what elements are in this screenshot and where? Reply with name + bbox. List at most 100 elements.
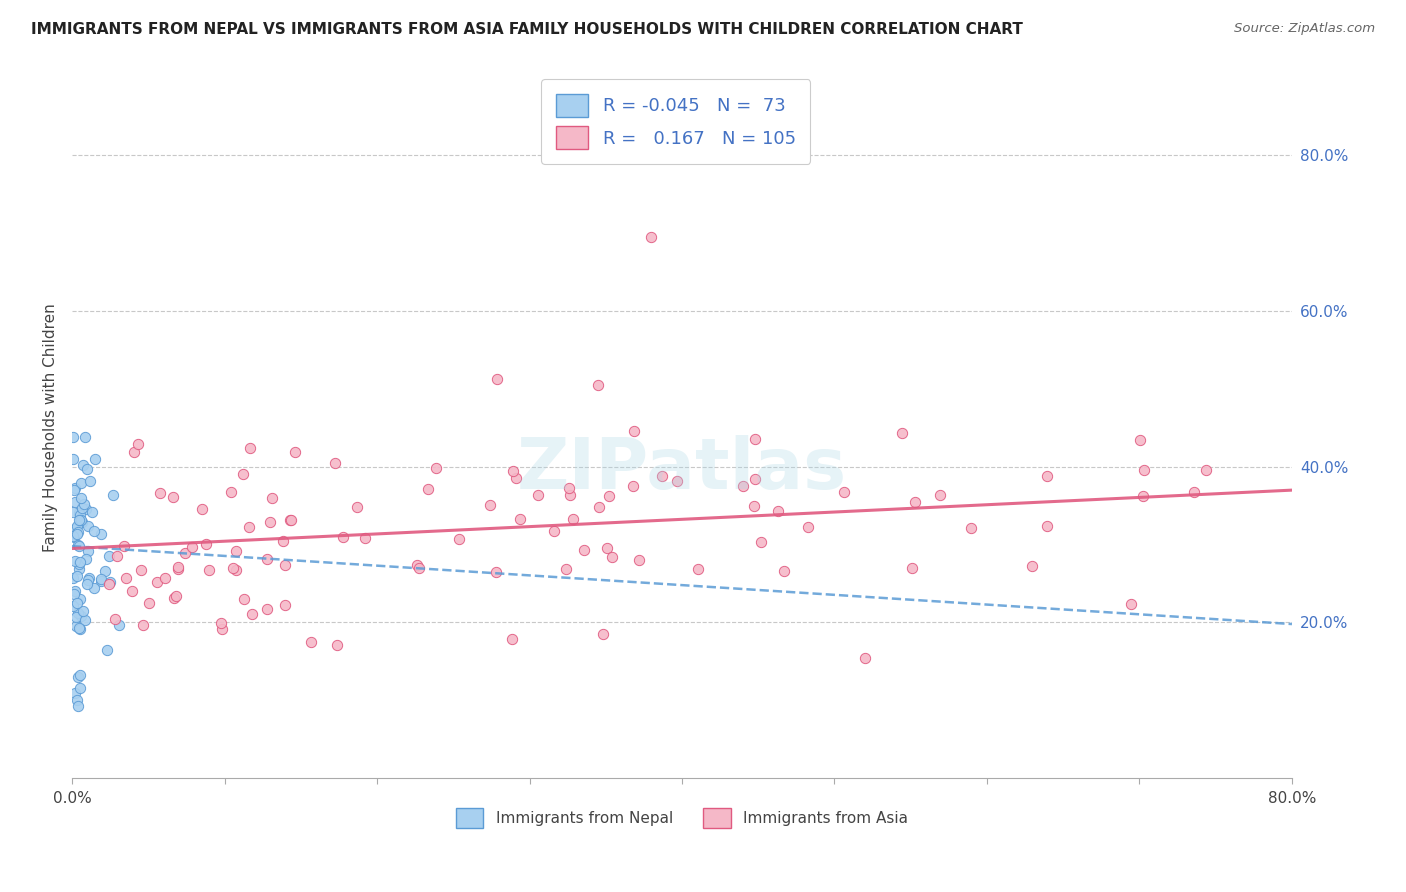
Point bbox=[67, 539, 90, 553]
Text: IMMIGRANTS FROM NEPAL VS IMMIGRANTS FROM ASIA FAMILY HOUSEHOLDS WITH CHILDREN CO: IMMIGRANTS FROM NEPAL VS IMMIGRANTS FROM… bbox=[31, 22, 1022, 37]
Point bbox=[592, 627, 614, 641]
Point bbox=[766, 504, 789, 518]
Point bbox=[191, 501, 214, 516]
Point bbox=[70, 476, 93, 491]
Point bbox=[127, 437, 149, 451]
Point bbox=[209, 615, 232, 630]
Point bbox=[72, 500, 94, 515]
Point bbox=[554, 562, 576, 576]
Point bbox=[122, 445, 145, 459]
Point bbox=[115, 571, 138, 585]
Point bbox=[67, 621, 90, 635]
Point bbox=[65, 519, 87, 533]
Point bbox=[90, 574, 112, 588]
Point bbox=[107, 618, 129, 632]
Point bbox=[79, 474, 101, 488]
Point bbox=[96, 643, 118, 657]
Point bbox=[167, 560, 190, 574]
Point bbox=[588, 500, 610, 514]
Point bbox=[65, 693, 87, 707]
Point bbox=[501, 632, 523, 647]
Point bbox=[65, 618, 87, 632]
Point bbox=[62, 571, 84, 585]
Point bbox=[225, 563, 247, 577]
Y-axis label: Family Households with Children: Family Households with Children bbox=[44, 303, 58, 552]
Point bbox=[121, 584, 143, 599]
Point bbox=[148, 485, 170, 500]
Point bbox=[239, 441, 262, 455]
Point bbox=[63, 685, 86, 699]
Point bbox=[572, 543, 595, 558]
Point bbox=[62, 451, 84, 466]
Point bbox=[596, 541, 619, 555]
Point bbox=[505, 471, 527, 485]
Point bbox=[665, 475, 688, 489]
Point bbox=[69, 555, 91, 569]
Point bbox=[1021, 559, 1043, 574]
Point bbox=[66, 568, 89, 582]
Point bbox=[72, 458, 94, 472]
Point bbox=[901, 561, 924, 575]
Point bbox=[221, 561, 243, 575]
Point bbox=[165, 590, 187, 604]
Point bbox=[162, 490, 184, 504]
Point bbox=[84, 452, 107, 467]
Point bbox=[105, 549, 128, 564]
Point bbox=[1119, 597, 1142, 611]
Point bbox=[686, 562, 709, 576]
Point bbox=[773, 564, 796, 578]
Point bbox=[346, 500, 368, 515]
Point bbox=[69, 668, 91, 682]
Point bbox=[240, 607, 263, 621]
Point bbox=[83, 524, 105, 539]
Point bbox=[586, 377, 609, 392]
Point bbox=[1194, 463, 1216, 477]
Point bbox=[67, 506, 90, 520]
Point bbox=[65, 596, 87, 610]
Point bbox=[600, 550, 623, 565]
Point bbox=[67, 557, 90, 571]
Point bbox=[65, 610, 87, 624]
Point bbox=[256, 602, 278, 616]
Point bbox=[744, 472, 766, 486]
Point bbox=[1035, 518, 1057, 533]
Point bbox=[749, 535, 772, 549]
Point bbox=[284, 444, 307, 458]
Point bbox=[1182, 484, 1205, 499]
Point bbox=[70, 491, 93, 505]
Point bbox=[65, 521, 87, 535]
Point bbox=[280, 513, 302, 527]
Point bbox=[853, 650, 876, 665]
Point bbox=[76, 462, 98, 476]
Point bbox=[97, 549, 120, 563]
Point bbox=[1133, 463, 1156, 477]
Point bbox=[98, 575, 121, 590]
Point bbox=[744, 432, 766, 446]
Point bbox=[238, 519, 260, 533]
Point bbox=[65, 527, 87, 541]
Point bbox=[181, 540, 204, 554]
Point bbox=[75, 552, 97, 566]
Point bbox=[90, 527, 112, 541]
Point bbox=[67, 513, 90, 527]
Point bbox=[354, 532, 377, 546]
Point bbox=[1128, 433, 1150, 447]
Point bbox=[560, 487, 582, 501]
Point bbox=[731, 479, 754, 493]
Point bbox=[527, 488, 550, 502]
Point bbox=[75, 502, 97, 516]
Point bbox=[621, 479, 644, 493]
Point bbox=[62, 599, 84, 613]
Point bbox=[132, 617, 155, 632]
Point bbox=[69, 623, 91, 637]
Point bbox=[271, 533, 294, 548]
Point bbox=[425, 461, 447, 475]
Point bbox=[66, 538, 89, 552]
Point bbox=[225, 544, 247, 558]
Point bbox=[623, 424, 645, 438]
Point bbox=[326, 638, 349, 652]
Point bbox=[62, 528, 84, 542]
Point bbox=[69, 508, 91, 523]
Point bbox=[509, 512, 531, 526]
Point bbox=[67, 670, 90, 684]
